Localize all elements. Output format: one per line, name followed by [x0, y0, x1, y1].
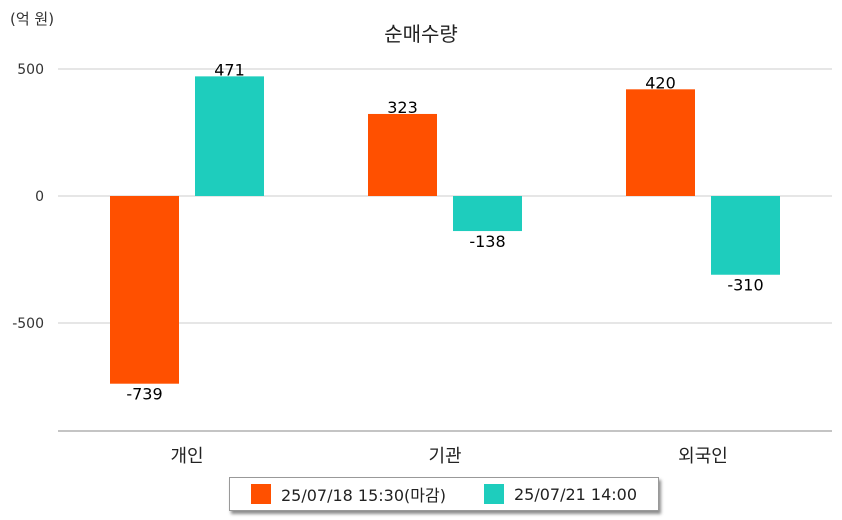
bar-chart: 500 0 -500 -739 471 개인 323 -138 기관 420 -310 외국인 [12, 60, 832, 467]
y-tick-label-1: 0 [35, 189, 44, 205]
legend-swatch-series-1 [250, 484, 271, 504]
legend-label-series-1: 25/07/18 15:30(마감) [280, 486, 446, 505]
data-label-1-2: 323 [387, 98, 418, 117]
data-label-2-2: -138 [469, 232, 505, 251]
y-tick-label-2: -500 [12, 316, 44, 332]
data-label-1-3: 420 [645, 73, 676, 92]
bar-1-3 [626, 89, 695, 196]
legend: 25/07/18 15:30(마감) 25/07/21 14:00 [229, 477, 659, 511]
chart-title: 순매수량 [384, 22, 458, 46]
x-tick-label-3: 외국인 [678, 446, 728, 467]
data-label-2-3: -310 [727, 276, 763, 295]
unit-label: (억 원) [10, 10, 55, 28]
x-tick-label-1: 개인 [170, 446, 203, 467]
legend-item-series-1[interactable]: 25/07/18 15:30(마감) [250, 482, 446, 506]
bar-1-1 [110, 196, 179, 384]
legend-swatch-series-2 [483, 484, 504, 504]
y-tick-label-0: 500 [17, 62, 44, 78]
data-label-1-1: -739 [126, 385, 162, 404]
bar-1-2 [368, 113, 437, 196]
data-label-2-1: 471 [214, 60, 245, 79]
bar-2-3 [711, 196, 780, 275]
bar-2-1 [195, 76, 264, 196]
x-tick-label-2: 기관 [428, 446, 461, 467]
legend-label-series-2: 25/07/21 14:00 [513, 484, 638, 504]
legend-item-series-2[interactable]: 25/07/21 14:00 [483, 484, 638, 504]
bar-2-2 [453, 196, 522, 232]
